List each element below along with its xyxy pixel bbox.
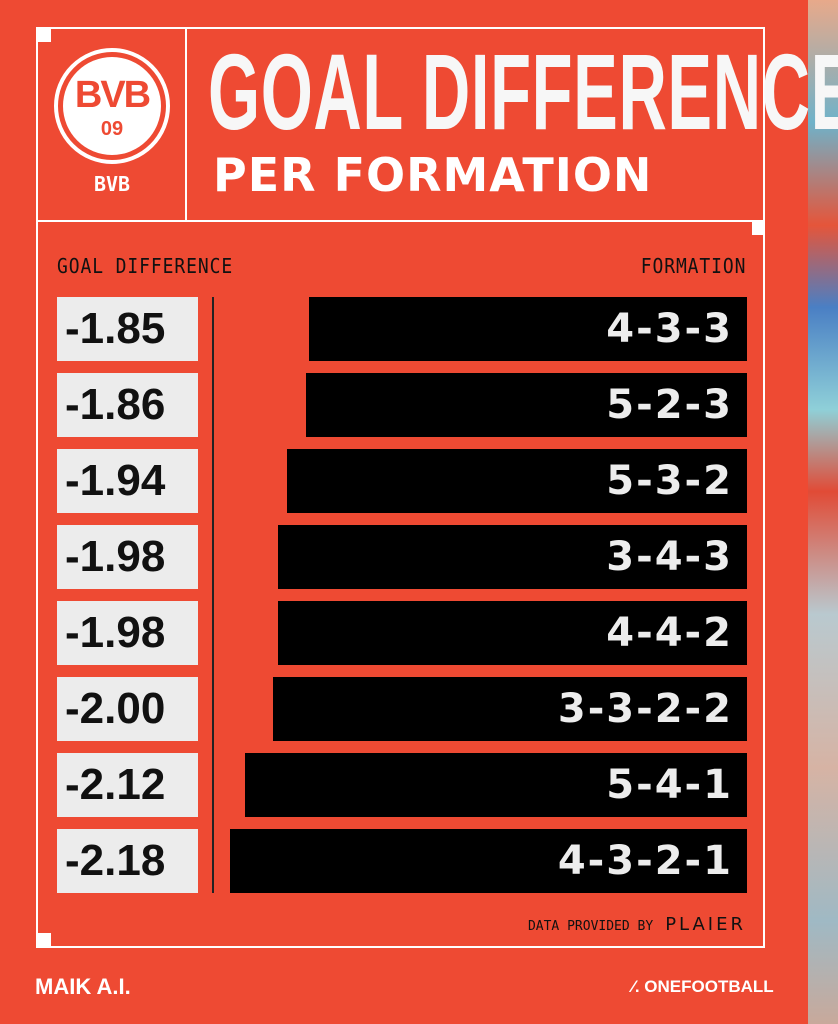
provider-logo: PLAIER [665, 914, 746, 935]
corner-marker [752, 222, 765, 235]
bar: 5-2-3 [306, 373, 747, 437]
header-vertical-divider [185, 27, 187, 221]
brand-left-logo: MAIK A.I. [35, 974, 131, 999]
category-label: 3-4-3 [606, 534, 733, 580]
data-label: -1.98 [57, 601, 198, 665]
data-label: -2.00 [57, 677, 198, 741]
category-label: 4-3-3 [606, 306, 733, 352]
frame [36, 27, 765, 948]
onefootball-icon: ⁄. [632, 977, 640, 996]
bar: 4-3-3 [308, 297, 747, 361]
category-label: 5-2-3 [606, 382, 733, 428]
category-label: 5-3-2 [606, 458, 733, 504]
data-label: -2.18 [57, 829, 198, 893]
category-label: 4-4-2 [606, 610, 733, 656]
corner-marker [38, 933, 51, 946]
bar: 4-4-2 [277, 601, 747, 665]
corner-marker [38, 29, 51, 42]
brand-right-logo: ⁄. ONEFOOTBALL [632, 977, 774, 997]
data-label: -1.85 [57, 297, 198, 361]
column-header-formation: FORMATION [640, 254, 746, 278]
header-divider [36, 220, 765, 222]
category-label: 5-4-1 [606, 762, 733, 808]
axis-line [212, 297, 214, 893]
brand-right-text: ONEFOOTBALL [644, 977, 774, 996]
data-label: -1.94 [57, 449, 198, 513]
bar: 3-4-3 [277, 525, 747, 589]
team-logo: BVB 09 [54, 48, 170, 164]
bar: 5-3-2 [287, 449, 747, 513]
data-label: -2.12 [57, 753, 198, 817]
data-label: -1.98 [57, 525, 198, 589]
bar: 3-3-2-2 [273, 677, 747, 741]
decorative-side-strip [808, 0, 838, 1024]
logo-number: 09 [100, 118, 124, 140]
bar: 4-3-2-1 [230, 829, 747, 893]
category-label: 4-3-2-1 [557, 838, 733, 884]
title: GOAL DIFFERENCE [208, 31, 838, 152]
data-label: -1.86 [57, 373, 198, 437]
category-label: 3-3-2-2 [557, 686, 733, 732]
column-header-goal-difference: GOAL DIFFERENCE [57, 254, 234, 278]
subtitle: PER FORMATION [213, 148, 653, 202]
credit-text: DATA PROVIDED BY [527, 919, 654, 934]
bar: 5-4-1 [244, 753, 747, 817]
logo-text: BVB [74, 74, 151, 116]
team-name: BVB [93, 172, 131, 196]
data-credit: DATA PROVIDED BY PLAIER [528, 914, 746, 935]
